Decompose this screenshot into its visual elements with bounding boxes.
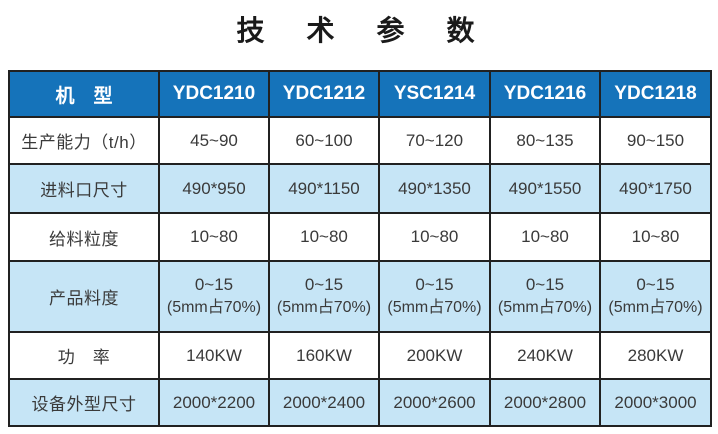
row-label: 产品料度: [8, 260, 160, 333]
cell-line2: (5mm占70%): [276, 298, 372, 316]
cell: 45~90: [158, 116, 270, 165]
cell: 10~80: [158, 212, 270, 262]
cell: 2000*2400: [268, 378, 380, 427]
table-row-power: 功 率 140KW 160KW 200KW 240KW 280KW: [8, 331, 712, 380]
cell-line2: (5mm占70%): [387, 298, 482, 316]
cell: 70~120: [378, 116, 491, 165]
cell-line1: 0~15: [636, 275, 675, 295]
header-cell-model-5: YDC1218: [599, 70, 712, 118]
header-cell-model-2: YDC1212: [268, 70, 380, 118]
table-row-overall-size: 设备外型尺寸 2000*2200 2000*2400 2000*2600 200…: [8, 378, 712, 427]
cell: 2000*3000: [599, 378, 712, 427]
table-row-inlet-size: 进料口尺寸 490*950 490*1150 490*1350 490*1550…: [8, 163, 712, 214]
row-label: 进料口尺寸: [8, 163, 160, 214]
cell-line2: (5mm占70%): [497, 298, 593, 316]
cell: 280KW: [599, 331, 712, 380]
cell-line1: 0~15: [525, 275, 565, 295]
row-label: 生产能力（t/h）: [8, 116, 160, 165]
cell-line1: 0~15: [194, 275, 234, 295]
header-cell-model-1: YDC1210: [158, 70, 270, 118]
cell: 0~15 (5mm占70%): [158, 260, 270, 333]
cell: 160KW: [268, 331, 380, 380]
table-row-feed-size: 给料粒度 10~80 10~80 10~80 10~80 10~80: [8, 212, 712, 262]
cell-line2: (5mm占70%): [608, 298, 703, 316]
cell-line2: (5mm占70%): [166, 298, 262, 316]
header-cell-model-label: 机 型: [8, 70, 160, 118]
cell: 90~150: [599, 116, 712, 165]
cell: 140KW: [158, 331, 270, 380]
table-row-product-size: 产品料度 0~15 (5mm占70%) 0~15 (5mm占70%) 0~15 …: [8, 260, 712, 333]
cell-line1: 0~15: [415, 275, 454, 295]
spec-table-container: 机 型 YDC1210 YDC1212 YSC1214 YDC1216 YDC1…: [8, 70, 712, 427]
cell: 0~15 (5mm占70%): [378, 260, 491, 333]
cell: 60~100: [268, 116, 380, 165]
cell: 240KW: [489, 331, 601, 380]
table-row-capacity: 生产能力（t/h） 45~90 60~100 70~120 80~135 90~…: [8, 116, 712, 165]
cell-line1: 0~15: [304, 275, 344, 295]
cell: 490*1550: [489, 163, 601, 214]
cell: 10~80: [599, 212, 712, 262]
row-label: 设备外型尺寸: [8, 378, 160, 427]
header-cell-model-3: YSC1214: [378, 70, 491, 118]
cell: 2000*2200: [158, 378, 270, 427]
cell: 10~80: [378, 212, 491, 262]
table-header-row: 机 型 YDC1210 YDC1212 YSC1214 YDC1216 YDC1…: [8, 70, 712, 118]
cell: 2000*2800: [489, 378, 601, 427]
spec-table: 机 型 YDC1210 YDC1212 YSC1214 YDC1216 YDC1…: [8, 70, 712, 427]
cell: 490*950: [158, 163, 270, 214]
cell: 10~80: [489, 212, 601, 262]
cell: 200KW: [378, 331, 491, 380]
cell: 0~15 (5mm占70%): [489, 260, 601, 333]
cell: 490*1350: [378, 163, 491, 214]
cell: 10~80: [268, 212, 380, 262]
cell: 490*1750: [599, 163, 712, 214]
cell: 490*1150: [268, 163, 380, 214]
header-cell-model-4: YDC1216: [489, 70, 601, 118]
cell: 80~135: [489, 116, 601, 165]
cell: 0~15 (5mm占70%): [268, 260, 380, 333]
cell: 0~15 (5mm占70%): [599, 260, 712, 333]
page-title: 技 术 参 数: [236, 15, 482, 46]
row-label: 功 率: [8, 331, 160, 380]
cell: 2000*2600: [378, 378, 491, 427]
row-label: 给料粒度: [8, 212, 160, 262]
